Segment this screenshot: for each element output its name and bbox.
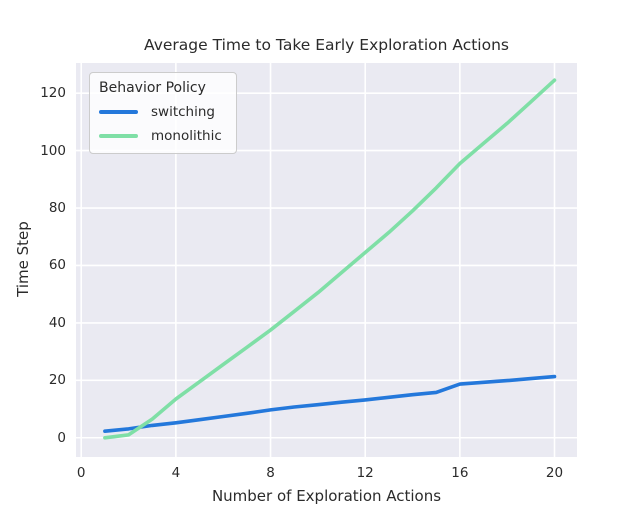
monolithic-line-swatch (99, 134, 138, 138)
legend-label: switching (151, 104, 215, 120)
x-tick-labels: 0 4 8 12 16 20 (0, 465, 640, 483)
y-tick-label: 40 (48, 314, 66, 331)
y-tick-label: 20 (48, 372, 66, 389)
series-line-monolithic (103, 78, 557, 440)
x-tick-label: 8 (266, 465, 275, 481)
plot-area: Behavior Policy switching monolithic (76, 63, 577, 457)
x-tick-label: 4 (171, 465, 181, 481)
legend-label: monolithic (151, 128, 222, 144)
x-tick-label: 12 (356, 465, 374, 481)
x-tick-label: 16 (451, 465, 469, 481)
legend-title: Behavior Policy (99, 80, 206, 96)
x-axis-label: Number of Exploration Actions (211, 487, 442, 505)
legend-item-monolithic: monolithic (99, 128, 222, 144)
y-tick-label: 80 (48, 200, 66, 217)
switching-line-swatch (99, 110, 138, 114)
y-tick-label: 120 (40, 85, 66, 102)
series-line-switching (103, 374, 557, 434)
y-tick-label: 0 (57, 429, 66, 446)
y-tick-label: 100 (40, 142, 66, 159)
chart-title: Average Time to Take Early Exploration A… (144, 36, 509, 54)
legend-item-switching: switching (99, 104, 222, 120)
y-tick-labels: 0 20 40 60 80 100 120 (0, 0, 66, 515)
x-tick-label: 0 (76, 465, 86, 481)
x-tick-label: 20 (545, 465, 564, 481)
y-axis-label: Time Step (14, 221, 32, 297)
plot-canvas (76, 63, 577, 457)
y-tick-label: 60 (48, 257, 66, 274)
legend: Behavior Policy switching monolithic (89, 72, 237, 154)
